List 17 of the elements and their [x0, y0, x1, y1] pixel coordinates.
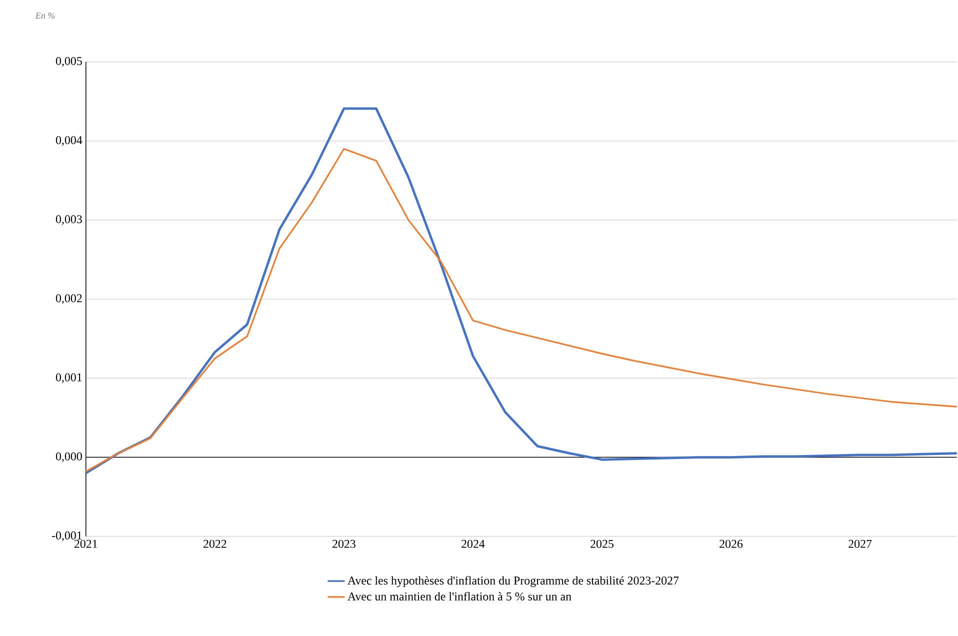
legend-label: Avec les hypothèses d'inflation du Programme de stabilité 2023-2027 — [348, 576, 679, 587]
y-tick-label: 0,000 — [56, 452, 82, 462]
x-tick-label: 2025 — [590, 540, 614, 548]
x-tick-label: 2026 — [720, 540, 743, 548]
x-tick-label: 2021 — [74, 540, 98, 548]
x-tick-label: 2022 — [204, 540, 226, 548]
y-tick-label: 0,002 — [56, 294, 82, 304]
x-tick-label: 2023 — [332, 540, 356, 548]
text: En % — [35, 12, 55, 18]
y-tick-label: -0,001 — [52, 531, 82, 542]
legend-label: Avec un maintien de l'inflation à 5 % sur un an — [348, 592, 572, 600]
y-tick-label: 0,003 — [56, 215, 82, 225]
y-tick-label: 0,001 — [56, 373, 82, 383]
y-tick-label: 0,004 — [56, 136, 82, 146]
x-tick-label: 2024 — [462, 540, 485, 548]
y-tick-label: 0,005 — [56, 56, 82, 67]
x-tick-label: 2027 — [848, 540, 872, 548]
